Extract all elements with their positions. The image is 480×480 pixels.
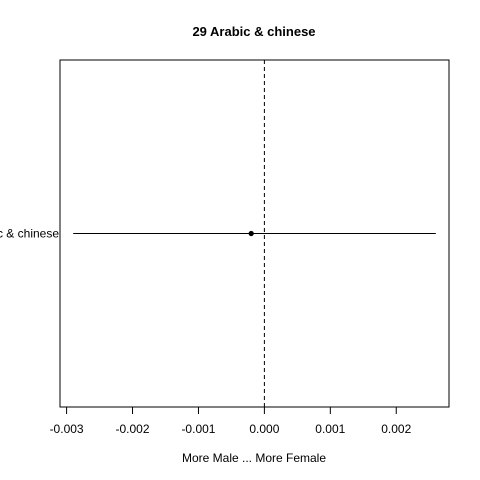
x-tick-label: -0.001: [181, 422, 215, 436]
x-tick-label: 0.002: [381, 422, 411, 436]
x-tick-label: 0.001: [315, 422, 345, 436]
category-label: Arabic & chinese: [0, 227, 59, 241]
estimate-point: [248, 230, 254, 237]
x-axis-label: More Male ... More Female: [182, 451, 326, 465]
x-tick-label: -0.003: [50, 422, 84, 436]
x-tick-label: 0.000: [249, 422, 279, 436]
chart-title: 29 Arabic & chinese: [192, 24, 315, 39]
x-tick-label: -0.002: [116, 422, 150, 436]
point-layer: [248, 230, 254, 237]
x-axis: -0.003 -0.002 -0.001 0.000 0.001 0.002: [50, 406, 412, 436]
category-label-layer: Arabic & chinese: [0, 227, 59, 241]
